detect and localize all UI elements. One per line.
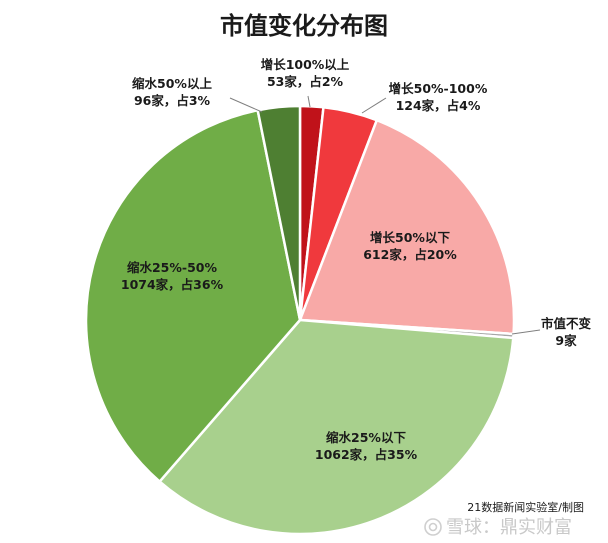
slice-value-label-增长100pct以上: 53家，占2% [267, 74, 344, 89]
leader-line-增长100pct以上 [307, 95, 311, 108]
slice-value-label-缩水25pct-50pct: 1074家，占36% [121, 277, 224, 292]
pie-slices [84, 104, 516, 536]
pie-slice-缩水25pct-50pct [84, 108, 302, 483]
leader-line-增长50pct-100pct [361, 97, 387, 114]
chart-title: 市值变化分布图 [220, 12, 388, 40]
slice-value-label-增长50pct-100pct: 124家，占4% [396, 98, 481, 113]
slice-labels: 增长100%以上 53家，占2% 增长50%-100% 124家，占4% 增长50%以下… [121, 57, 592, 462]
slice-value-label-市值不变: 9家 [555, 333, 577, 348]
snowball-logo-icon [424, 518, 442, 536]
watermark: 雪球：鼎实财富 [424, 517, 572, 538]
slice-label-缩水50pct以上: 缩水50%以上 [132, 76, 212, 91]
slice-label-缩水25pct-50pct: 缩水25%-50% [127, 260, 218, 275]
slice-label-增长50pct-100pct: 增长50%-100% [389, 81, 488, 96]
leader-line-市值不变 [511, 329, 541, 335]
slice-value-label-增长50pct以下: 612家，占20% [363, 247, 457, 262]
slice-value-label-缩水25pct以下: 1062家，占35% [315, 447, 418, 462]
pie-slice-缩水25pct以下 [158, 318, 515, 536]
slice-label-增长50pct以下: 增长50%以下 [370, 230, 450, 245]
slice-label-缩水25pct以下: 缩水25%以下 [326, 430, 406, 445]
watermark-text: 雪球：鼎实财富 [446, 517, 572, 538]
slice-label-市值不变: 市值不变 [541, 316, 592, 331]
pie-slice-增长50pct以下 [298, 119, 516, 336]
slice-value-label-缩水50pct以上: 96家，占3% [134, 93, 211, 108]
credit-text: 21数据新闻实验室/制图 [467, 500, 584, 514]
leader-lines [229, 95, 541, 335]
slice-label-增长100pct以上: 增长100%以上 [261, 57, 350, 72]
leader-line-缩水50pct以上 [229, 97, 263, 113]
